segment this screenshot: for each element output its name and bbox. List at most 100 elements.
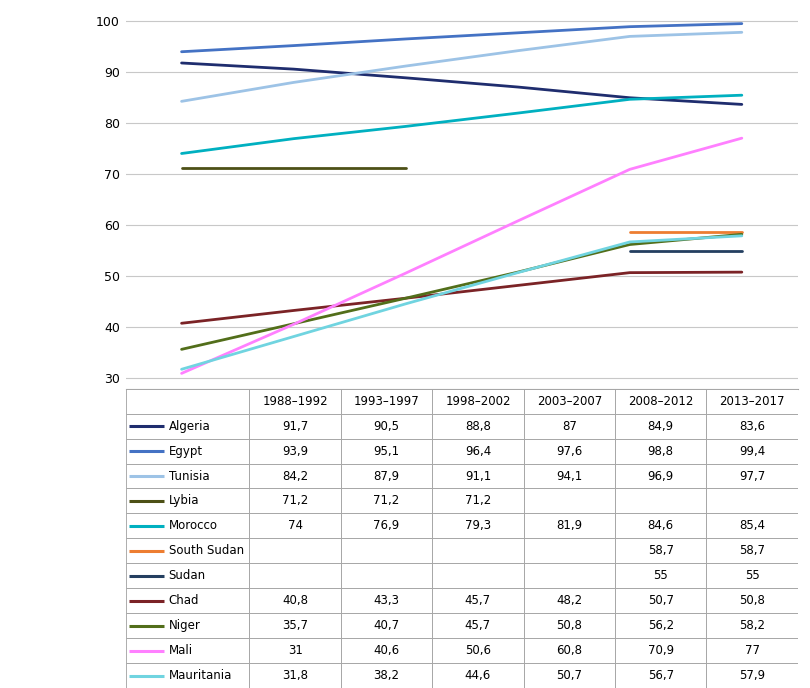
Bar bbox=[249, 538, 341, 563]
Text: 35,7: 35,7 bbox=[282, 619, 308, 632]
Bar bbox=[126, 538, 249, 563]
Bar bbox=[706, 588, 798, 613]
Bar bbox=[523, 663, 615, 688]
Bar bbox=[706, 663, 798, 688]
Text: 2013–2017: 2013–2017 bbox=[719, 395, 785, 408]
Text: Chad: Chad bbox=[168, 594, 199, 608]
Text: 87,9: 87,9 bbox=[373, 469, 399, 482]
Bar bbox=[126, 638, 249, 663]
Bar bbox=[615, 613, 706, 638]
Text: Algeria: Algeria bbox=[168, 420, 211, 433]
Bar bbox=[433, 613, 523, 638]
Text: Tunisia: Tunisia bbox=[168, 469, 209, 482]
Bar bbox=[706, 513, 798, 538]
Text: 58,7: 58,7 bbox=[740, 544, 765, 557]
Text: 83,6: 83,6 bbox=[740, 420, 765, 433]
Bar bbox=[433, 563, 523, 588]
Bar bbox=[433, 588, 523, 613]
Text: South Sudan: South Sudan bbox=[168, 544, 244, 557]
Bar bbox=[249, 413, 341, 439]
Bar bbox=[249, 513, 341, 538]
Text: 96,9: 96,9 bbox=[648, 469, 674, 482]
Bar bbox=[523, 638, 615, 663]
Bar bbox=[433, 538, 523, 563]
Bar bbox=[249, 439, 341, 464]
Bar bbox=[249, 613, 341, 638]
Bar bbox=[523, 613, 615, 638]
Bar bbox=[126, 389, 249, 413]
Text: 74: 74 bbox=[288, 519, 303, 533]
Bar bbox=[126, 464, 249, 488]
Text: 93,9: 93,9 bbox=[282, 444, 308, 458]
Text: 91,7: 91,7 bbox=[282, 420, 309, 433]
Bar bbox=[341, 413, 433, 439]
Bar bbox=[341, 488, 433, 513]
Text: 77: 77 bbox=[744, 644, 760, 657]
Bar bbox=[615, 538, 706, 563]
Bar bbox=[126, 663, 249, 688]
Bar bbox=[433, 439, 523, 464]
Bar bbox=[615, 389, 706, 413]
Bar bbox=[706, 613, 798, 638]
Text: 76,9: 76,9 bbox=[373, 519, 399, 533]
Text: 31: 31 bbox=[288, 644, 303, 657]
Bar bbox=[523, 389, 615, 413]
Bar bbox=[433, 663, 523, 688]
Text: 1998–2002: 1998–2002 bbox=[446, 395, 510, 408]
Text: Morocco: Morocco bbox=[168, 519, 218, 533]
Text: 84,9: 84,9 bbox=[648, 420, 674, 433]
Text: 44,6: 44,6 bbox=[465, 669, 491, 682]
Text: 2008–2012: 2008–2012 bbox=[628, 395, 693, 408]
Bar bbox=[341, 563, 433, 588]
Bar bbox=[523, 413, 615, 439]
Text: 87: 87 bbox=[562, 420, 577, 433]
Text: 71,2: 71,2 bbox=[282, 495, 309, 508]
Bar bbox=[706, 464, 798, 488]
Text: Lybia: Lybia bbox=[168, 495, 199, 508]
Bar bbox=[706, 488, 798, 513]
Text: 45,7: 45,7 bbox=[465, 594, 491, 608]
Bar bbox=[615, 663, 706, 688]
Bar bbox=[126, 613, 249, 638]
Text: 56,2: 56,2 bbox=[648, 619, 674, 632]
Text: 58,7: 58,7 bbox=[648, 544, 674, 557]
Bar bbox=[523, 563, 615, 588]
Bar bbox=[433, 413, 523, 439]
Bar bbox=[706, 413, 798, 439]
Text: 96,4: 96,4 bbox=[465, 444, 491, 458]
Bar bbox=[249, 464, 341, 488]
Text: 38,2: 38,2 bbox=[373, 669, 399, 682]
Bar bbox=[126, 513, 249, 538]
Text: 50,7: 50,7 bbox=[556, 669, 582, 682]
Bar bbox=[433, 513, 523, 538]
Text: 48,2: 48,2 bbox=[556, 594, 582, 608]
Bar bbox=[126, 488, 249, 513]
Text: 90,5: 90,5 bbox=[373, 420, 399, 433]
Bar bbox=[433, 638, 523, 663]
Text: 98,8: 98,8 bbox=[648, 444, 674, 458]
Bar bbox=[341, 638, 433, 663]
Bar bbox=[126, 588, 249, 613]
Text: 31,8: 31,8 bbox=[282, 669, 308, 682]
Bar bbox=[615, 563, 706, 588]
Bar bbox=[249, 563, 341, 588]
Text: 88,8: 88,8 bbox=[465, 420, 491, 433]
Text: 81,9: 81,9 bbox=[556, 519, 582, 533]
Text: 97,7: 97,7 bbox=[739, 469, 765, 482]
Text: 40,6: 40,6 bbox=[373, 644, 399, 657]
Bar bbox=[249, 663, 341, 688]
Bar bbox=[523, 513, 615, 538]
Bar bbox=[523, 488, 615, 513]
Bar bbox=[341, 613, 433, 638]
Bar bbox=[615, 488, 706, 513]
Bar bbox=[523, 538, 615, 563]
Text: 1993–1997: 1993–1997 bbox=[354, 395, 420, 408]
Bar bbox=[523, 588, 615, 613]
Bar bbox=[706, 439, 798, 464]
Text: Sudan: Sudan bbox=[168, 569, 206, 582]
Bar bbox=[706, 638, 798, 663]
Text: 50,7: 50,7 bbox=[648, 594, 674, 608]
Text: 71,2: 71,2 bbox=[373, 495, 399, 508]
Bar bbox=[126, 439, 249, 464]
Text: 57,9: 57,9 bbox=[739, 669, 765, 682]
